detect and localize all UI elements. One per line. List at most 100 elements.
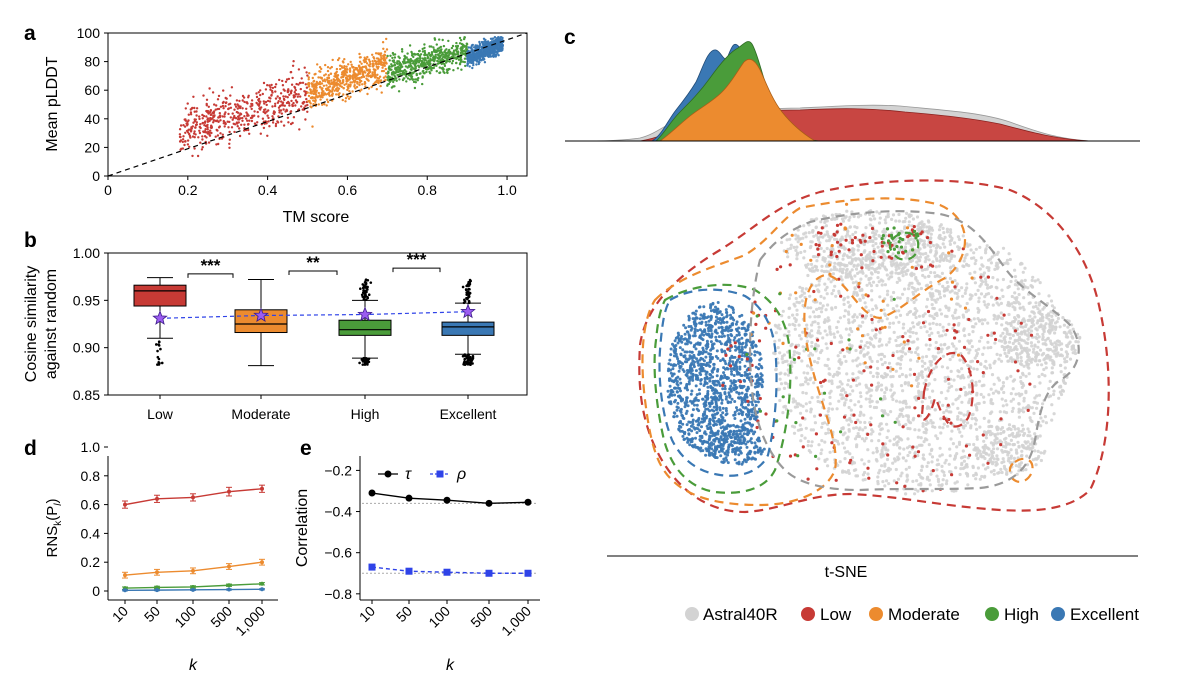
tsne-point (1009, 438, 1014, 442)
tsne-point (866, 448, 870, 452)
tsne-point (851, 281, 856, 285)
outlier (363, 363, 367, 366)
scatter-point-moderate (366, 55, 369, 59)
tsne-point (903, 343, 907, 347)
tsne-point (849, 399, 853, 403)
tsne-point (970, 325, 975, 329)
outlier (465, 284, 469, 288)
scatter-point-high (429, 62, 432, 66)
scatter-point-low (230, 126, 234, 129)
scatter-point-low (231, 118, 234, 121)
tsne-point (804, 235, 808, 239)
tsne-point (858, 362, 862, 366)
scatter-point-moderate (347, 63, 350, 66)
tsne-point (1018, 306, 1022, 310)
scatter-point-moderate (327, 93, 331, 96)
tsne-point (963, 291, 967, 295)
tsne-point (877, 439, 881, 443)
tsne-point (859, 349, 863, 353)
tsne-point (936, 331, 940, 335)
tsne-point (808, 294, 812, 298)
tsne-point (795, 300, 799, 304)
tsne-point (810, 440, 814, 444)
tsne-point (853, 403, 857, 407)
tsne-point (1044, 421, 1048, 425)
tsne-point (830, 213, 835, 217)
tsne-point (997, 378, 1002, 382)
tsne-point (920, 373, 924, 377)
scatter-point-low (197, 136, 200, 139)
tsne-point (1000, 288, 1004, 292)
x-tick-label: Moderate (231, 406, 290, 422)
scatter-point-low (304, 118, 307, 121)
tsne-point (798, 334, 802, 338)
scatter-point-high (432, 46, 435, 49)
outlier (366, 296, 370, 300)
tsne-point (948, 228, 953, 232)
scatter-point-low (271, 86, 275, 90)
tsne-point (925, 305, 929, 309)
tsne-point (863, 301, 867, 305)
scatter-point-low (284, 95, 287, 98)
scatter-point-high (390, 63, 393, 66)
scatter-point-moderate (308, 99, 311, 103)
tsne-point (782, 333, 787, 337)
tsne-point (826, 431, 831, 435)
scatter-point-high (446, 54, 449, 57)
tsne-point (810, 323, 814, 327)
tsne-point (1016, 332, 1021, 336)
scatter-point-moderate (345, 65, 348, 68)
tsne-point (781, 411, 785, 415)
tsne-point (939, 343, 943, 347)
scatter-point-low (179, 124, 183, 127)
scatter-point-moderate (319, 86, 322, 89)
scatter-point-moderate (357, 71, 360, 75)
tsne-point (994, 285, 998, 289)
tsne-point (931, 425, 935, 429)
y-tick-label: 40 (84, 111, 100, 127)
tsne-point (982, 395, 986, 399)
tsne-point (990, 424, 994, 429)
scatter-point-low (289, 110, 292, 114)
tsne-point (795, 308, 799, 312)
scatter-point-high (403, 54, 406, 58)
tsne-point (1035, 394, 1039, 398)
scatter-point-low (227, 112, 230, 116)
tsne-point (824, 342, 828, 346)
tsne-point (865, 341, 869, 345)
scatter-point-high (389, 54, 392, 57)
tsne-point (821, 214, 826, 218)
tsne-point (828, 391, 832, 395)
tsne-point (958, 304, 962, 308)
tsne-point (838, 316, 843, 320)
tsne-point (823, 440, 827, 444)
scatter-point-moderate (346, 75, 350, 78)
tsne-point (856, 432, 860, 436)
scatter-point-moderate (317, 76, 320, 79)
tsne-point (836, 320, 840, 324)
marginal-density (564, 41, 1140, 142)
tsne-point (990, 373, 995, 377)
tsne-point (883, 442, 887, 446)
tsne-point (869, 284, 874, 288)
scatter-point-moderate (336, 74, 340, 77)
scatter-point-low (186, 102, 189, 105)
tsne-point (869, 342, 873, 346)
tsne-point (855, 315, 859, 319)
scatter-point-moderate (380, 63, 383, 66)
tsne-point (816, 321, 820, 326)
tsne-point (795, 313, 799, 317)
tsne-point (785, 238, 789, 242)
scatter-point-moderate (349, 95, 352, 99)
tsne-point (928, 322, 932, 326)
tsne-point (987, 393, 991, 397)
x-tick-label: Low (147, 406, 174, 422)
scatter-point-excellent (468, 65, 471, 68)
tsne-point (921, 225, 926, 229)
scatter-point-moderate (312, 92, 315, 96)
y-axis-label: Mean pLDDT (44, 56, 61, 151)
tsne-point (960, 286, 964, 290)
scatter-point-high (392, 80, 395, 84)
scatter-point-low (212, 110, 216, 113)
tsne-point (894, 467, 898, 472)
